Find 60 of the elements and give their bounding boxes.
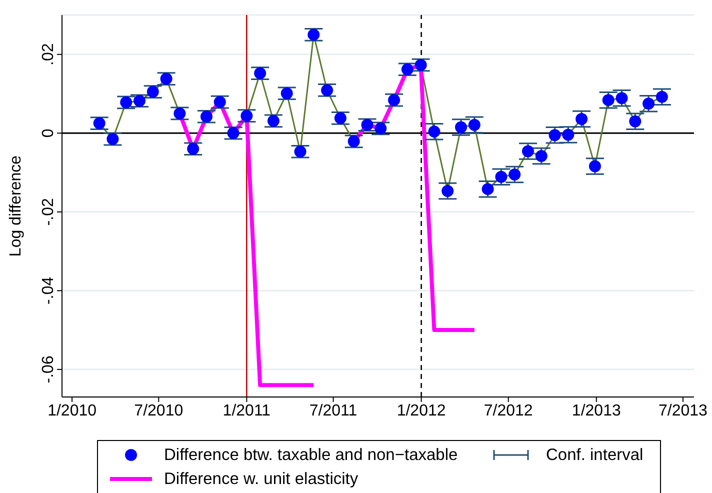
point	[174, 107, 186, 120]
point	[522, 145, 534, 158]
y-tick-label: -.04	[40, 276, 57, 304]
point	[106, 133, 119, 146]
point	[200, 110, 212, 123]
point	[214, 96, 226, 108]
point	[254, 67, 266, 80]
x-tick-label: 1/2013	[572, 402, 621, 420]
point	[656, 90, 668, 103]
point	[455, 121, 468, 134]
point	[388, 94, 400, 106]
x-tick-label: 1/2011	[222, 402, 271, 420]
x-tick-label: 1/2012	[396, 402, 446, 420]
point	[240, 110, 253, 122]
point	[642, 98, 655, 110]
x-tick-label: 7/2013	[658, 402, 708, 420]
point	[146, 86, 159, 98]
point	[562, 128, 574, 141]
y-tick-label: -.02	[40, 198, 57, 226]
point	[361, 118, 374, 131]
point	[334, 112, 346, 124]
point	[468, 118, 480, 131]
point	[414, 59, 427, 72]
point	[508, 168, 521, 180]
point	[308, 28, 320, 41]
x-tick-label: 1/2010	[48, 402, 97, 420]
point	[160, 72, 172, 85]
point	[321, 84, 334, 96]
y-tick-label: 0	[40, 128, 57, 138]
point	[120, 96, 132, 108]
point	[428, 126, 440, 138]
x-tick-label: 7/2011	[309, 402, 358, 420]
point	[576, 112, 588, 125]
point	[134, 94, 146, 107]
point	[482, 183, 494, 196]
point	[495, 170, 508, 183]
point	[187, 142, 200, 155]
point	[267, 114, 280, 127]
point	[227, 127, 240, 140]
point	[280, 87, 293, 100]
legend-label: Difference w. unit elasticity	[164, 470, 358, 488]
point	[616, 92, 628, 104]
point	[548, 129, 561, 142]
text: Conf. interval	[546, 446, 644, 464]
legend-label: Difference btw. taxable and non−taxable	[164, 446, 458, 464]
y-tick-label: -.06	[40, 356, 57, 384]
y-tick-label: .02	[40, 43, 57, 66]
point	[374, 122, 387, 134]
x-tick-label: 7/2010	[134, 402, 184, 420]
point	[629, 115, 642, 128]
point	[401, 63, 414, 76]
y-axis-title: Log difference	[8, 155, 25, 257]
point	[602, 94, 614, 106]
point	[442, 185, 454, 198]
point	[535, 150, 548, 162]
point	[588, 160, 601, 172]
point	[93, 117, 106, 130]
point	[294, 146, 306, 158]
x-tick-label: 7/2012	[484, 402, 533, 420]
point	[348, 135, 360, 148]
